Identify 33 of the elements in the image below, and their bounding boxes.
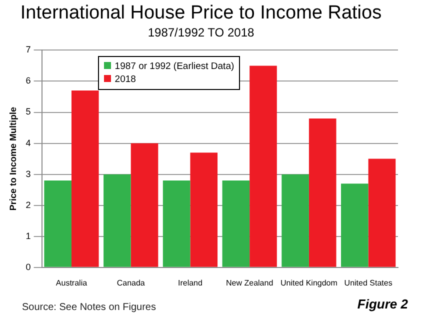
x-tick-label: Australia — [56, 278, 88, 288]
x-tick-label: Canada — [116, 278, 146, 288]
bar — [190, 152, 218, 267]
bar — [368, 158, 396, 267]
bar — [44, 180, 72, 267]
y-tick-label: 2 — [26, 200, 31, 210]
source-note: Source: See Notes on Figures — [22, 302, 156, 313]
y-tick-label: 1 — [26, 230, 31, 241]
bar — [341, 184, 368, 267]
x-tick-label: United Kingdom — [280, 278, 338, 288]
bar — [282, 174, 309, 267]
y-tick-label: 7 — [26, 44, 31, 55]
y-axis-title: Price to Income Multiple — [8, 107, 18, 211]
bar — [308, 118, 336, 267]
bar — [222, 180, 250, 267]
legend-label: 1987 or 1992 (Earliest Data) — [114, 60, 234, 74]
y-tick-label: 0 — [26, 262, 31, 272]
legend-label: 2018 — [114, 73, 137, 86]
y-tick-label: 5 — [26, 106, 31, 117]
x-tick-label: Ireland — [178, 278, 202, 288]
bar — [71, 90, 99, 267]
y-tick-label: 6 — [26, 76, 31, 86]
caption: Figure 2 — [357, 296, 409, 312]
bar — [162, 180, 190, 267]
bar — [250, 66, 277, 267]
bar — [130, 143, 158, 267]
chart-subtitle: 1987/1992 TO 2018 — [148, 25, 254, 40]
x-tick-label: New Zealand — [226, 278, 274, 288]
x-tick-label: United States — [344, 278, 392, 288]
y-tick-label: 3 — [26, 168, 31, 179]
chart-title: International House Price to Income Ratios — [20, 2, 382, 24]
y-tick-label: 4 — [26, 138, 31, 148]
bar — [104, 174, 131, 267]
